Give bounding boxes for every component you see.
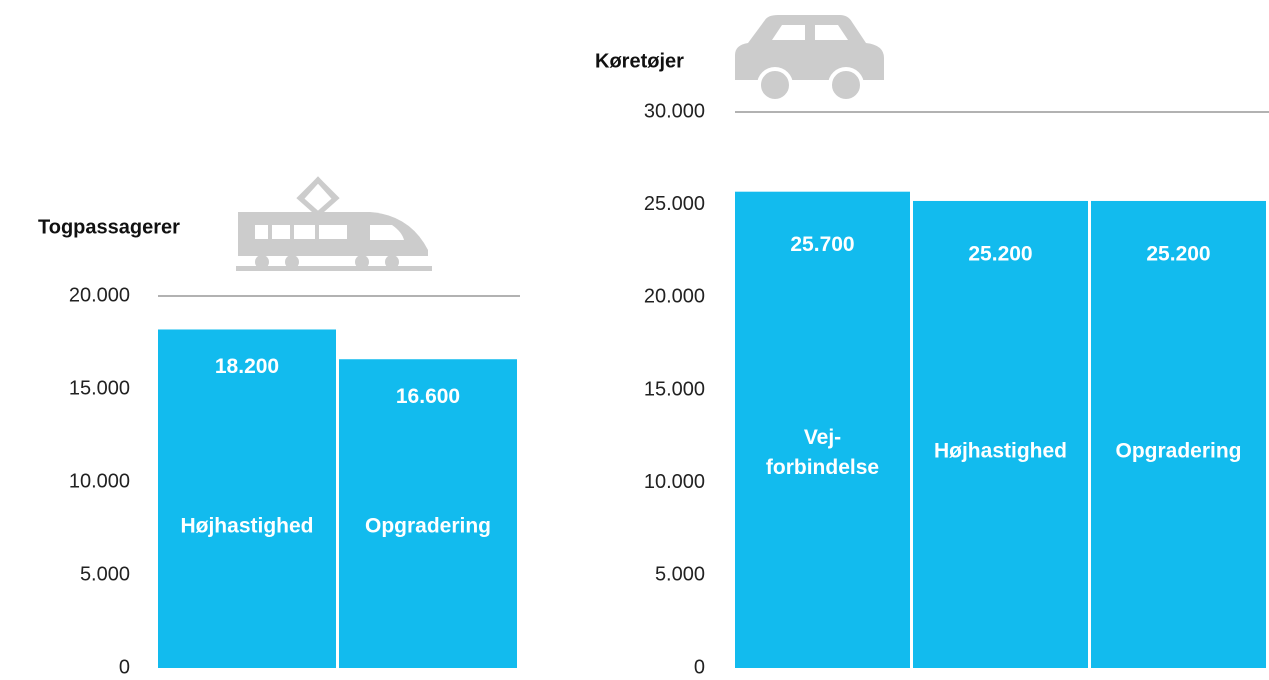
y-tick-label: 0 xyxy=(119,656,130,678)
axis-title: Køretøjer xyxy=(595,50,684,72)
category-label: Opgradering xyxy=(1115,440,1241,463)
y-tick-label: 15.000 xyxy=(644,378,705,400)
y-tick-label: 30.000 xyxy=(644,100,705,122)
bar xyxy=(1091,200,1266,668)
y-tick-label: 5.000 xyxy=(80,563,130,585)
y-tick-label: 10.000 xyxy=(69,470,130,492)
train-icon xyxy=(236,176,432,271)
category-label: Højhastighed xyxy=(934,440,1067,463)
value-label: 25.200 xyxy=(1146,243,1210,266)
bar xyxy=(735,191,910,668)
value-label: 16.600 xyxy=(396,385,460,408)
bar xyxy=(339,359,517,668)
y-tick-label: 20.000 xyxy=(69,284,130,306)
y-tick-label: 15.000 xyxy=(69,377,130,399)
y-tick-label: 5.000 xyxy=(655,564,705,586)
bar xyxy=(158,329,336,668)
axis-title: Togpassagerer xyxy=(38,216,180,238)
y-tick-label: 10.000 xyxy=(644,471,705,493)
y-tick-label: 0 xyxy=(694,656,705,678)
category-label: Vej-forbindelse xyxy=(766,426,879,479)
y-tick-label: 20.000 xyxy=(644,286,705,308)
car-icon xyxy=(735,15,884,103)
category-label: Højhastighed xyxy=(180,515,313,538)
bar xyxy=(913,200,1088,668)
y-tick-label: 25.000 xyxy=(644,193,705,215)
category-label: Opgradering xyxy=(365,515,491,538)
value-label: 18.200 xyxy=(215,355,279,378)
value-label: 25.200 xyxy=(968,243,1032,266)
value-label: 25.700 xyxy=(790,233,854,256)
